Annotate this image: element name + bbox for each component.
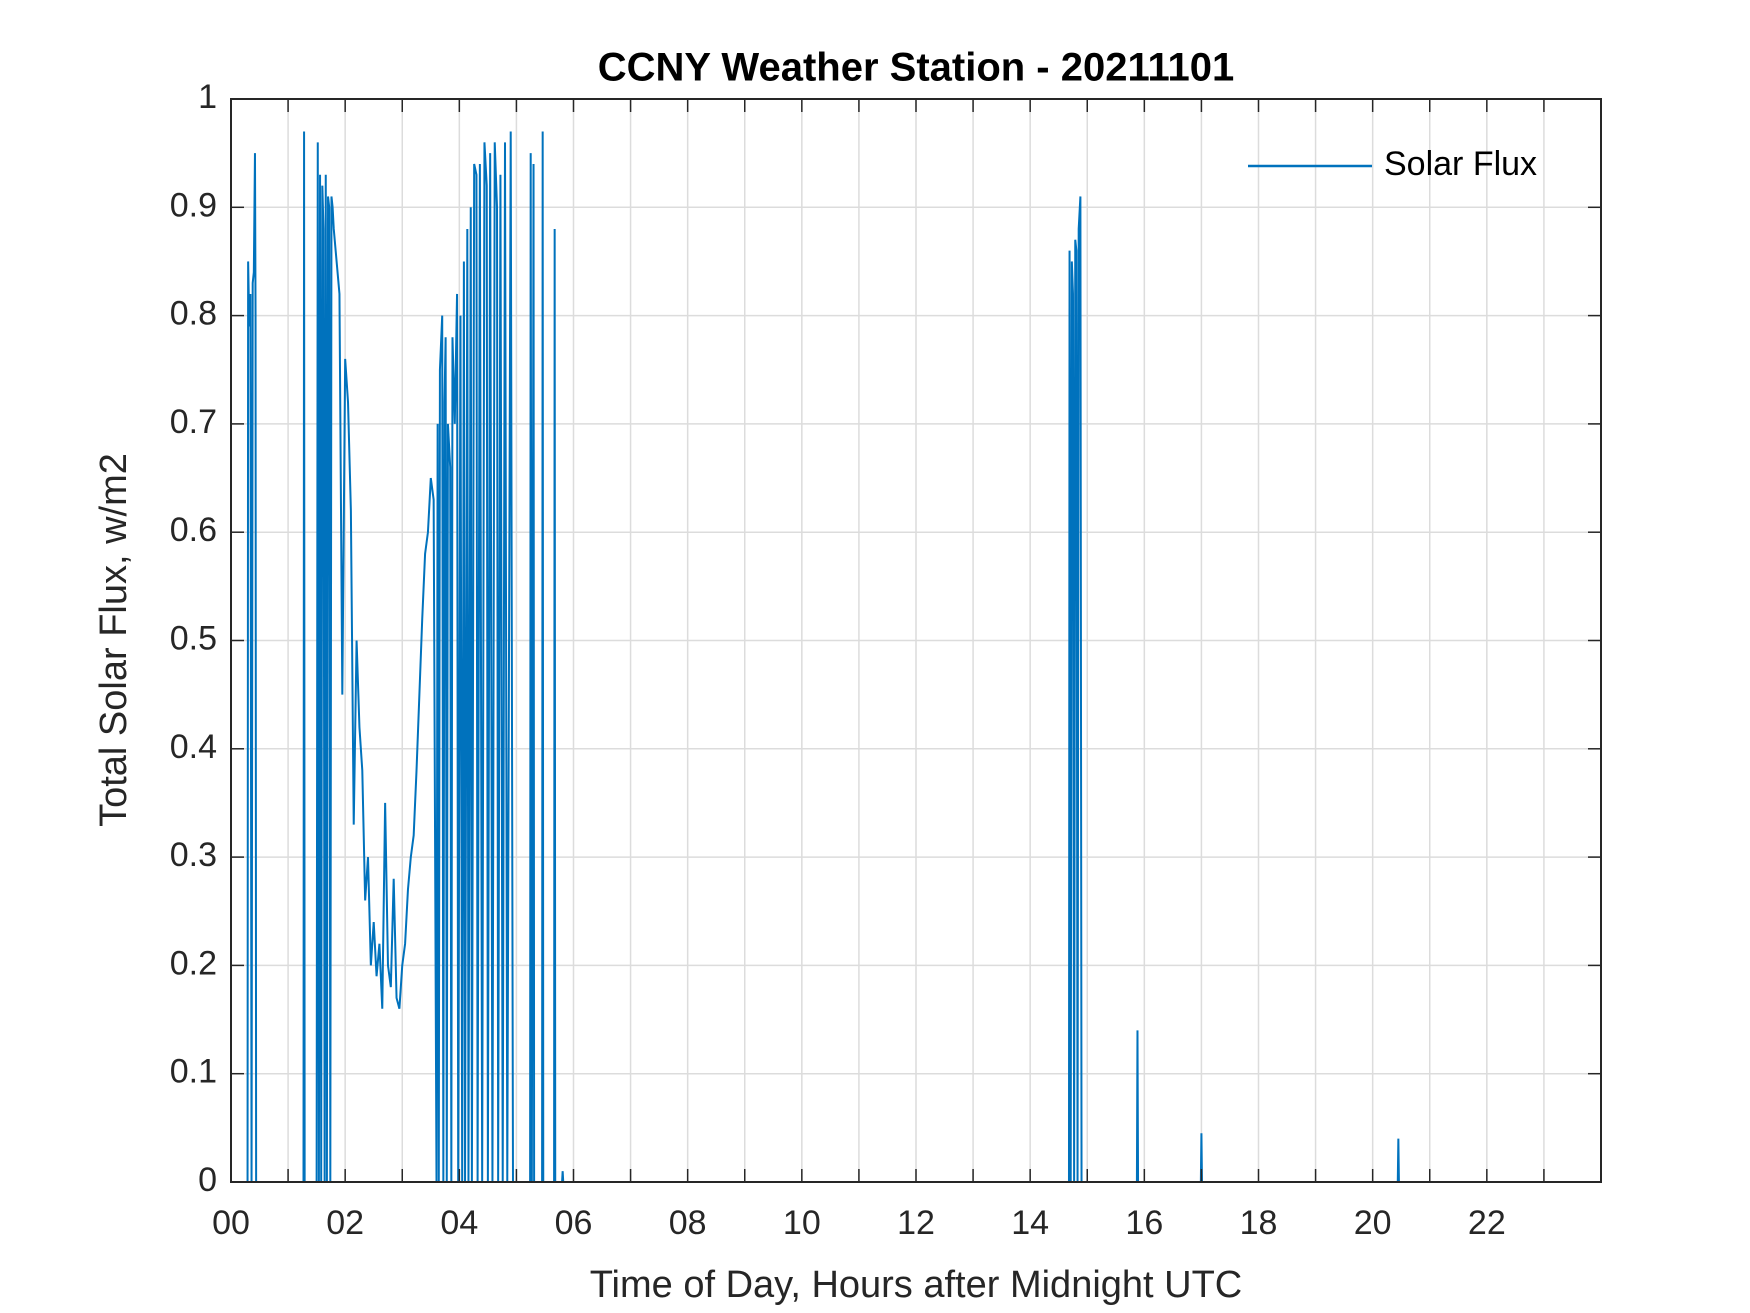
x-axis-label: Time of Day, Hours after Midnight UTC [590, 1264, 1243, 1306]
legend-label: Solar Flux [1384, 145, 1537, 183]
chart-title: CCNY Weather Station - 20211101 [598, 46, 1235, 90]
x-tick-label: 04 [440, 1204, 478, 1242]
x-tick-label: 00 [212, 1204, 250, 1242]
y-tick-label: 0.7 [170, 403, 217, 441]
y-tick-label: 0 [198, 1161, 217, 1199]
x-tick-label: 22 [1468, 1204, 1506, 1242]
x-tick-label: 02 [326, 1204, 364, 1242]
x-tick-label: 10 [783, 1204, 821, 1242]
x-tick-label: 08 [669, 1204, 707, 1242]
y-tick-label: 0.2 [170, 944, 217, 982]
x-tick-label: 12 [897, 1204, 935, 1242]
y-tick-label: 0.9 [170, 186, 217, 224]
y-tick-label: 0.3 [170, 836, 217, 874]
y-axis-label: Total Solar Flux, w/m2 [93, 453, 135, 827]
y-tick-label: 0.5 [170, 619, 217, 657]
y-tick-label: 0.8 [170, 295, 217, 333]
x-tick-label: 18 [1240, 1204, 1278, 1242]
x-tick-label: 14 [1011, 1204, 1049, 1242]
x-tick-label: 16 [1125, 1204, 1163, 1242]
data-line [231, 131, 1601, 1183]
x-tick-label: 06 [555, 1204, 593, 1242]
y-tick-label: 1 [198, 78, 217, 116]
y-tick-label: 0.4 [170, 728, 217, 766]
x-tick-label: 20 [1354, 1204, 1392, 1242]
y-tick-label: 0.6 [170, 511, 217, 549]
y-tick-label: 0.1 [170, 1053, 217, 1091]
